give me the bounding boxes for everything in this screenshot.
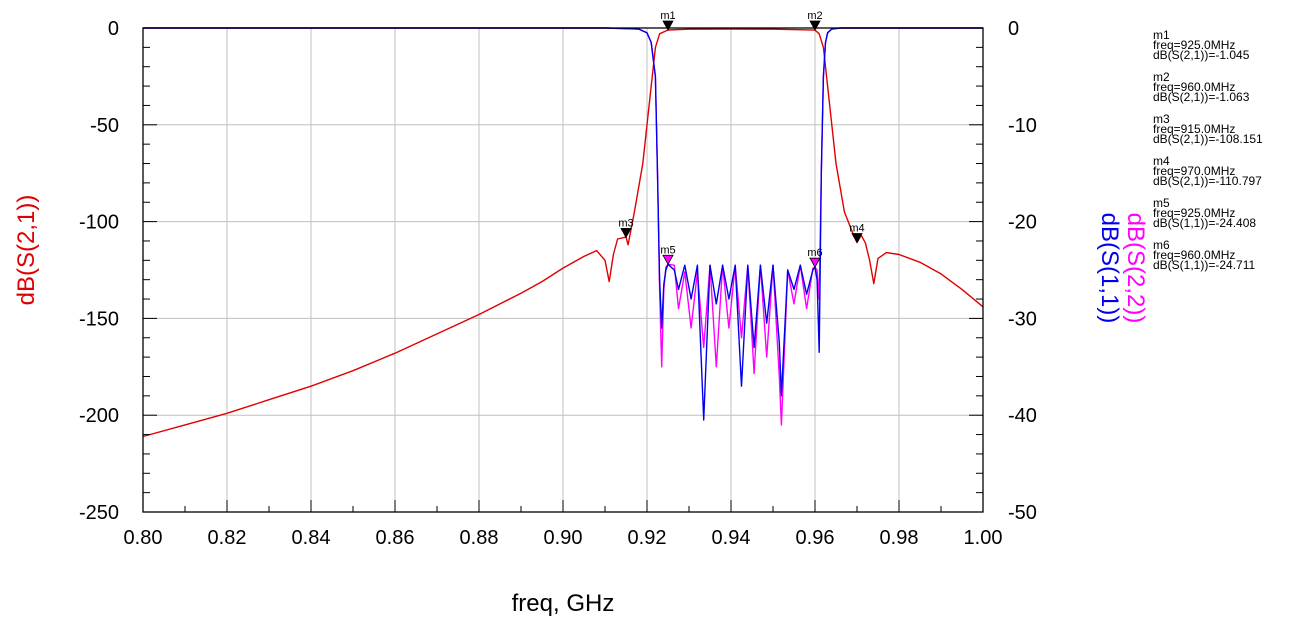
y-left-tick-label: -200 [79,405,119,427]
axis-labels: freq, GHz dB(S(2,1)) dB(S(2,2))dB(S(1,1)) [13,195,1149,617]
marker-readout-panel: m1 freq=925.0MHz dB(S(2,1))=-1.045 m2 fr… [1153,28,1308,282]
grid [143,28,983,512]
marker-m5-label: m5 [660,244,675,256]
readout-value: dB(S(2,1))=-108.151 [1153,132,1263,146]
y-left-tick-label: -250 [79,502,119,524]
trace-db-s-2-1 [142,28,984,438]
x-tick-label: 0.88 [460,527,499,549]
readout-value: dB(S(2,1))=-110.797 [1153,174,1262,188]
trace-db-s-1-1 [143,27,983,421]
readout-marker-name: m1 [1153,28,1170,42]
marker-readout: m1 freq=925.0MHz dB(S(2,1))=-1.045 [1153,28,1308,62]
y-left-tick-label: -50 [90,115,119,137]
readout-marker-name: m6 [1153,238,1170,252]
marker-readout: m3 freq=915.0MHz dB(S(2,1))=-108.151 [1153,112,1308,146]
y-left-tick-label: -150 [79,308,119,330]
traces [142,27,984,438]
x-tick-label: 0.86 [376,527,415,549]
y-left-tick-label: -100 [79,212,119,234]
x-tick-label: 1.00 [964,527,1003,549]
readout-freq: freq=925.0MHz [1153,38,1236,52]
readout-value: dB(S(2,1))=-1.045 [1153,48,1250,62]
readout-value: dB(S(1,1))=-24.408 [1153,216,1257,230]
x-axis-label: freq, GHz [512,590,615,617]
marker-m3-triangle [620,227,632,239]
readout-freq: freq=960.0MHz [1153,248,1236,262]
y-right-tick-label: -50 [1008,502,1037,524]
y-left-axis-label: dB(S(2,1)) [13,195,40,306]
marker-readout: m4 freq=970.0MHz dB(S(2,1))=-110.797 [1153,154,1308,188]
x-tick-label: 0.96 [796,527,835,549]
marker-m4-label: m4 [849,223,864,235]
x-tick-label: 0.92 [628,527,667,549]
x-tick-label: 0.84 [292,527,331,549]
markers: m1 m2 m3 m4 m5 m6 [618,10,865,269]
x-tick-label: 0.94 [712,527,751,549]
marker-m4-triangle [851,233,863,244]
marker-m1-triangle [662,20,674,31]
y-right-tick-label: -30 [1008,308,1037,330]
marker-m3-label: m3 [618,217,633,229]
readout-marker-name: m5 [1153,196,1170,210]
x-tick-label: 0.80 [124,527,163,549]
marker-m5-triangle [662,254,674,266]
marker-m2-label: m2 [807,10,822,22]
y-right-tick-label: -20 [1008,212,1037,234]
readout-freq: freq=960.0MHz [1153,80,1236,94]
marker-m6-label: m6 [807,247,822,259]
readout-freq: freq=970.0MHz [1153,164,1236,178]
marker-readout: m6 freq=960.0MHz dB(S(1,1))=-24.711 [1153,238,1308,272]
y-right-tick-label: -10 [1008,115,1037,137]
readout-marker-name: m2 [1153,70,1170,84]
marker-m6-triangle [809,257,821,269]
marker-readout: m5 freq=925.0MHz dB(S(1,1))=-24.408 [1153,196,1308,230]
readout-value: dB(S(2,1))=-1.063 [1153,90,1250,104]
y-right-axis-label-s11: dB(S(1,1)) [1096,213,1123,324]
x-tick-label: 0.90 [544,527,583,549]
ticks: 0.80 0.82 0.84 0.86 0.88 0.90 0.92 0.94 0.96 0.98… [79,18,1037,549]
marker-m1-label: m1 [660,10,675,22]
x-tick-label: 0.98 [880,527,919,549]
readout-value: dB(S(1,1))=-24.711 [1153,258,1256,272]
readout-marker-name: m3 [1153,112,1170,126]
y-right-tick-label: 0 [1008,18,1019,40]
marker-readout: m2 freq=960.0MHz dB(S(2,1))=-1.063 [1153,70,1308,104]
y-left-tick-label: 0 [108,18,119,40]
y-right-axis-label-s22: dB(S(2,2)) [1122,213,1149,324]
marker-m2-triangle [809,20,821,31]
readout-marker-name: m4 [1153,154,1170,168]
readout-freq: freq=925.0MHz [1153,206,1236,220]
x-tick-label: 0.82 [208,527,247,549]
y-right-tick-label: -40 [1008,405,1037,427]
readout-freq: freq=915.0MHz [1153,122,1236,136]
